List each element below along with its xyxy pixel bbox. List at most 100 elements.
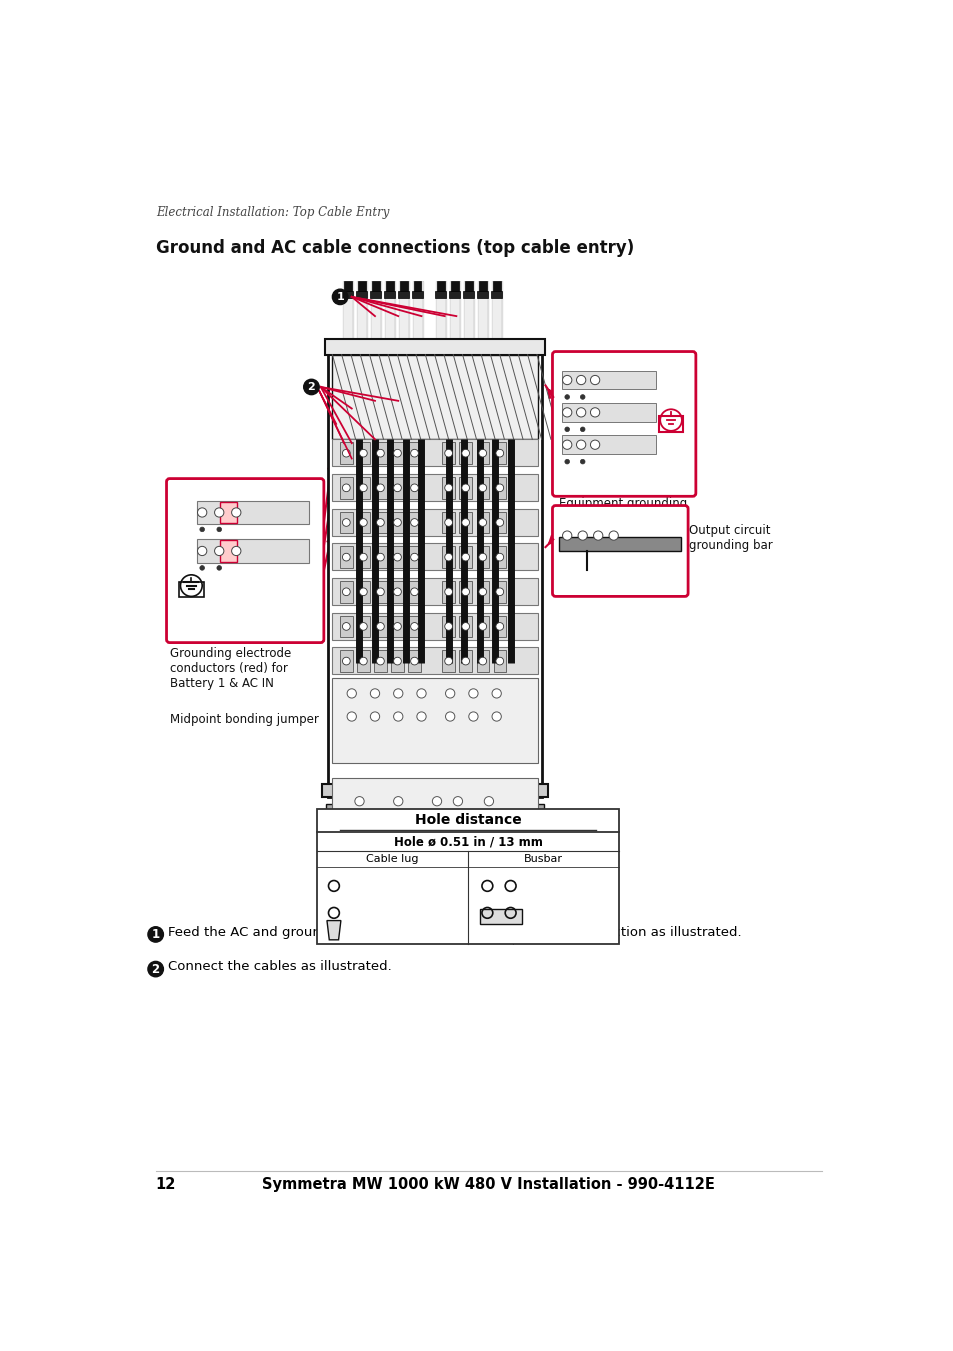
- Circle shape: [576, 440, 585, 450]
- Bar: [399, 281, 407, 296]
- Bar: [459, 616, 472, 638]
- Bar: [332, 578, 537, 605]
- Bar: [220, 501, 236, 523]
- Bar: [344, 281, 352, 296]
- Bar: [491, 290, 501, 299]
- Bar: [561, 370, 656, 389]
- Circle shape: [394, 712, 402, 721]
- Circle shape: [410, 450, 418, 457]
- Bar: [561, 435, 656, 454]
- Circle shape: [394, 554, 401, 561]
- Circle shape: [410, 623, 418, 631]
- Bar: [408, 650, 420, 671]
- Bar: [493, 616, 505, 638]
- Circle shape: [394, 519, 401, 527]
- Circle shape: [576, 376, 585, 385]
- Circle shape: [394, 657, 401, 665]
- Bar: [374, 650, 386, 671]
- Circle shape: [579, 427, 584, 431]
- Circle shape: [376, 657, 384, 665]
- Bar: [335, 807, 344, 820]
- Circle shape: [590, 440, 599, 450]
- Circle shape: [496, 519, 503, 527]
- Circle shape: [579, 394, 584, 400]
- Circle shape: [394, 689, 402, 698]
- Bar: [332, 678, 537, 763]
- Circle shape: [562, 531, 571, 540]
- Circle shape: [562, 408, 571, 417]
- Circle shape: [461, 484, 469, 492]
- Bar: [370, 290, 381, 299]
- Circle shape: [576, 408, 585, 417]
- Circle shape: [216, 527, 221, 532]
- Circle shape: [461, 450, 469, 457]
- Circle shape: [216, 566, 221, 570]
- Circle shape: [359, 519, 367, 527]
- Text: Ground and AC cable connections (top cable entry): Ground and AC cable connections (top cab…: [155, 239, 633, 257]
- Bar: [332, 830, 348, 835]
- Bar: [332, 474, 537, 501]
- Text: Output circuit
grounding bar: Output circuit grounding bar: [688, 524, 772, 553]
- Circle shape: [342, 554, 350, 561]
- Circle shape: [347, 712, 356, 721]
- Circle shape: [342, 623, 350, 631]
- Bar: [459, 477, 472, 499]
- Text: Cable lug: Cable lug: [365, 854, 417, 865]
- Bar: [332, 439, 537, 466]
- Circle shape: [199, 566, 204, 570]
- Circle shape: [478, 588, 486, 596]
- FancyBboxPatch shape: [552, 505, 687, 596]
- Bar: [476, 477, 488, 499]
- Circle shape: [332, 289, 348, 304]
- Bar: [356, 477, 369, 499]
- Text: Busbar: Busbar: [523, 854, 562, 865]
- Circle shape: [468, 689, 477, 698]
- Circle shape: [342, 484, 350, 492]
- Bar: [332, 508, 537, 535]
- Bar: [408, 546, 420, 567]
- Bar: [482, 909, 510, 925]
- Circle shape: [496, 554, 503, 561]
- Bar: [391, 546, 403, 567]
- Circle shape: [370, 689, 379, 698]
- Bar: [356, 616, 369, 638]
- Bar: [374, 616, 386, 638]
- Circle shape: [478, 484, 486, 492]
- Bar: [397, 290, 409, 299]
- Circle shape: [461, 623, 469, 631]
- Circle shape: [148, 927, 163, 942]
- Text: 12: 12: [155, 1177, 176, 1192]
- Circle shape: [444, 588, 452, 596]
- Text: Symmetra MW 1000 kW 480 V Installation - 990-4112E: Symmetra MW 1000 kW 480 V Installation -…: [262, 1177, 715, 1192]
- Bar: [493, 442, 505, 463]
- Bar: [391, 477, 403, 499]
- Bar: [442, 477, 455, 499]
- Bar: [391, 442, 403, 463]
- Circle shape: [461, 588, 469, 596]
- Bar: [459, 581, 472, 603]
- Circle shape: [342, 519, 350, 527]
- Circle shape: [303, 380, 319, 394]
- Circle shape: [496, 588, 503, 596]
- Bar: [459, 442, 472, 463]
- Circle shape: [347, 689, 356, 698]
- Bar: [476, 512, 488, 534]
- Circle shape: [199, 527, 204, 532]
- Bar: [384, 290, 395, 299]
- Circle shape: [197, 546, 207, 555]
- Circle shape: [579, 459, 584, 463]
- Bar: [196, 501, 309, 524]
- Bar: [356, 650, 369, 671]
- Bar: [356, 546, 369, 567]
- Bar: [408, 581, 420, 603]
- Circle shape: [484, 797, 493, 805]
- Circle shape: [593, 531, 602, 540]
- Circle shape: [432, 797, 441, 805]
- Bar: [521, 830, 537, 835]
- Circle shape: [461, 657, 469, 665]
- Circle shape: [562, 440, 571, 450]
- FancyBboxPatch shape: [167, 478, 323, 643]
- Bar: [374, 546, 386, 567]
- Circle shape: [376, 484, 384, 492]
- Text: Electrical Installation: Top Cable Entry: Electrical Installation: Top Cable Entry: [155, 205, 389, 219]
